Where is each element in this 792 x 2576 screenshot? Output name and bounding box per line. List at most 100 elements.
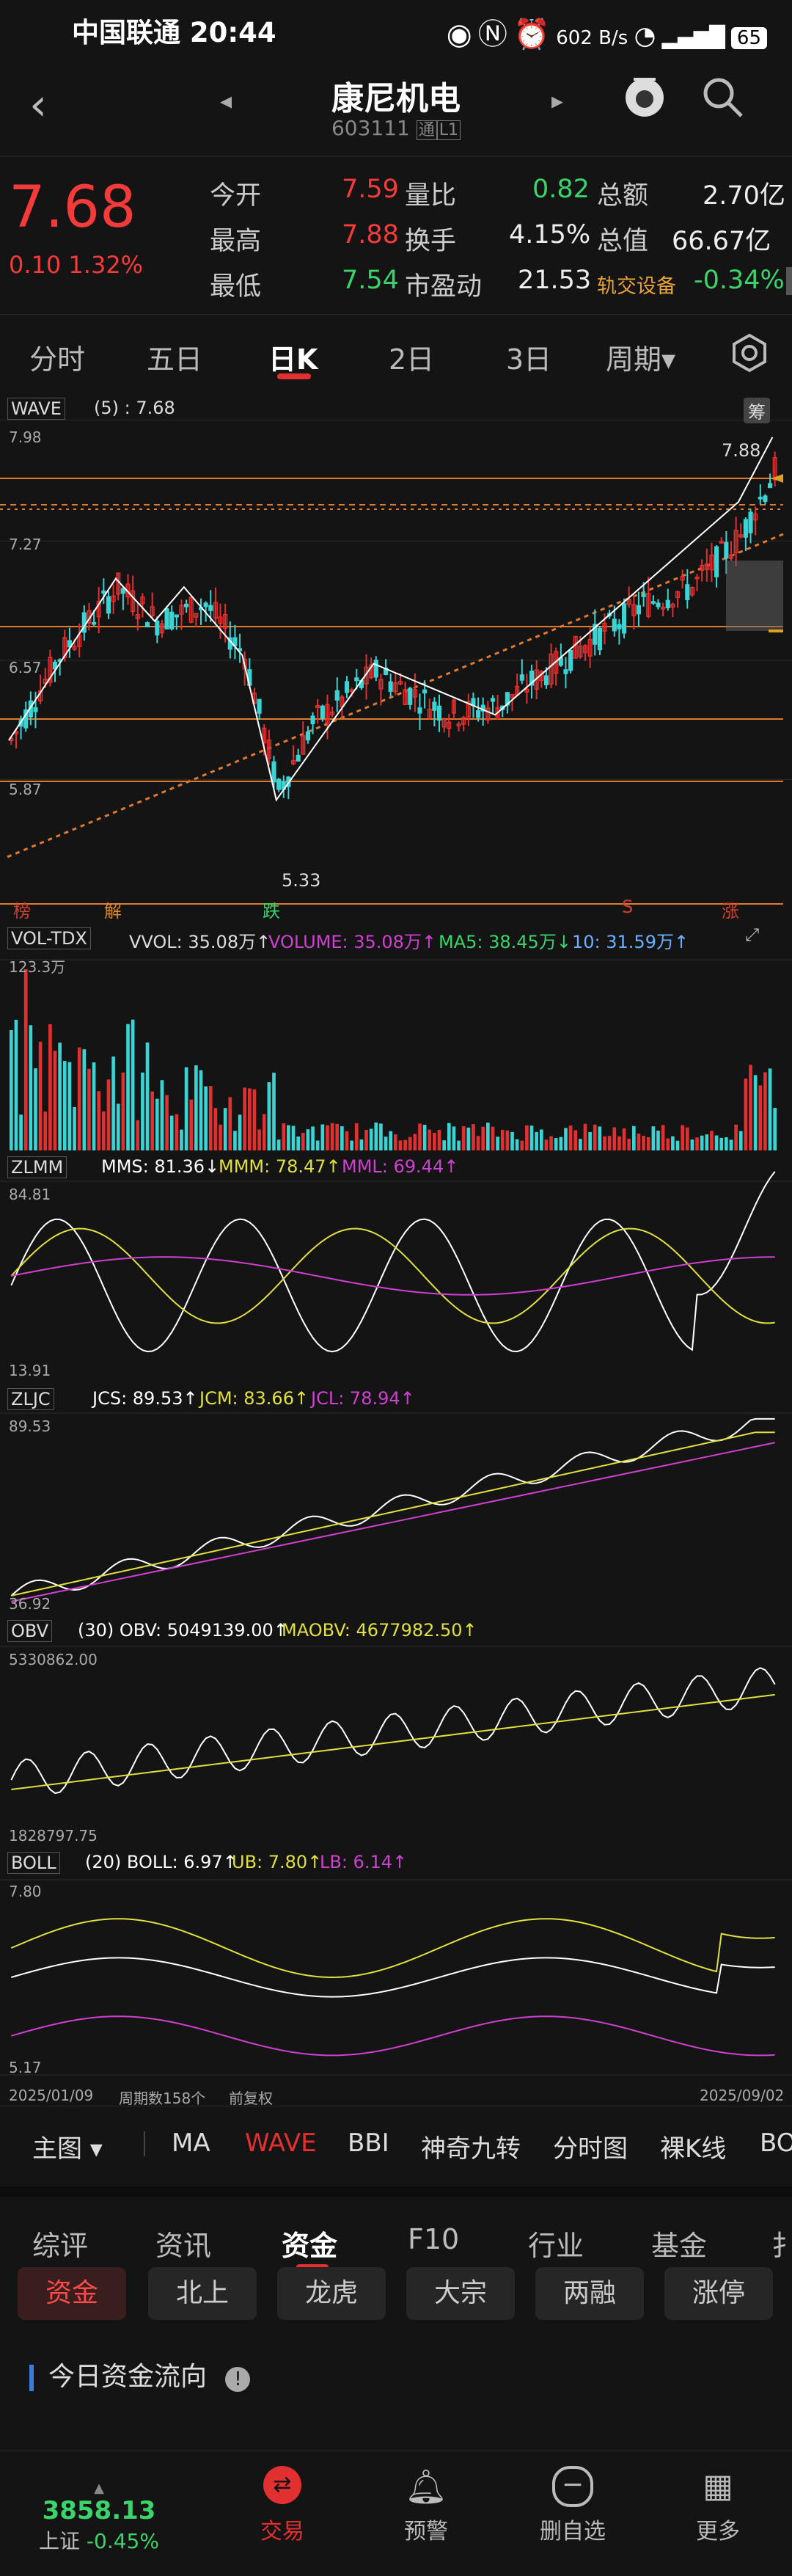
search-icon[interactable] <box>700 75 744 119</box>
volume-bar <box>675 1140 680 1150</box>
tab-more[interactable]: 扌 <box>771 2230 792 2262</box>
volume-bar <box>82 1049 87 1150</box>
candle-body <box>456 723 461 727</box>
ind-ma[interactable]: MA <box>172 2128 210 2158</box>
vol-indicator-label[interactable]: VOL-TDX <box>7 927 91 949</box>
volume-bar <box>544 1139 549 1150</box>
volume-bar <box>111 1056 115 1150</box>
vol-ma5: MA5: 38.45万↓ <box>439 932 571 952</box>
volume-bar <box>43 1111 48 1150</box>
volume-bar <box>116 1103 120 1150</box>
candle-body <box>758 497 763 500</box>
ind-luokx[interactable]: 裸K线 <box>660 2134 727 2164</box>
candle-body <box>354 677 359 682</box>
tab-rik[interactable]: 日K <box>268 343 318 376</box>
candle-body <box>451 699 456 714</box>
candle-body <box>417 707 422 714</box>
volume-bar <box>515 1139 519 1150</box>
pill-longhu[interactable]: 龙虎 <box>277 2267 386 2320</box>
volume-bar <box>744 1079 748 1150</box>
volume-bar <box>77 1047 81 1150</box>
index-widget[interactable]: ▲ 3858.13 上证 -0.45% <box>39 2481 159 2553</box>
ind-bbi[interactable]: BBI <box>348 2128 389 2158</box>
volume-bar <box>141 1072 144 1150</box>
vol-ymax: 123.3万 <box>9 958 66 976</box>
pill-dazong[interactable]: 大宗 <box>406 2267 515 2320</box>
candle-body <box>490 698 496 702</box>
tab-2ri[interactable]: 2日 <box>389 343 435 376</box>
nav-more[interactable]: ▦ 更多 <box>663 2466 773 2545</box>
volume-bar <box>637 1134 641 1150</box>
pill-zhangting[interactable]: 涨停 <box>664 2267 773 2320</box>
nav-alert[interactable]: 🔔︎ 预警 <box>371 2466 481 2545</box>
candle-body <box>320 705 325 719</box>
chips-button[interactable]: 筹 <box>744 398 770 423</box>
zljc-indicator-label[interactable]: ZLJC <box>7 1388 54 1410</box>
eye-icon: ◉ <box>446 18 472 51</box>
main-indicator-value: (5) : 7.68 <box>94 398 175 418</box>
volume-bar <box>700 1135 704 1150</box>
tab-wuri[interactable]: 五日 <box>147 343 203 376</box>
volume-bar <box>564 1128 568 1150</box>
volume-bar <box>505 1130 510 1150</box>
tab-3ri[interactable]: 3日 <box>506 343 552 376</box>
candle-body <box>330 711 335 715</box>
tab-hangye[interactable]: 行业 <box>528 2230 584 2262</box>
volume-bar <box>476 1136 480 1150</box>
volume-bar <box>539 1129 543 1150</box>
date-end: 2025/09/02 <box>700 2087 785 2104</box>
volume-bar <box>9 1030 13 1150</box>
next-stock-icon[interactable]: ▸ <box>551 87 564 114</box>
volume-bar <box>529 1125 534 1150</box>
tab-f10[interactable]: F10 <box>408 2223 460 2255</box>
zlmm-indicator-label[interactable]: ZLMM <box>7 1156 67 1178</box>
vol-ma10: 10: 31.59万↑ <box>572 932 689 952</box>
tab-jijin[interactable]: 基金 <box>651 2230 708 2262</box>
pill-liangrong[interactable]: 两融 <box>535 2267 644 2320</box>
ind-wave[interactable]: WAVE <box>245 2128 317 2158</box>
ind-fenshitu[interactable]: 分时图 <box>553 2134 628 2164</box>
robot-icon[interactable] <box>620 73 669 122</box>
candle-body <box>349 689 354 692</box>
wave-line <box>8 437 774 802</box>
volume-bar <box>418 1123 422 1150</box>
volume-bar <box>189 1099 194 1150</box>
pill-beishang[interactable]: 北上 <box>148 2267 257 2320</box>
volume-bar <box>175 1114 179 1150</box>
tab-zongping[interactable]: 综评 <box>32 2230 89 2262</box>
candle-body <box>661 607 666 610</box>
trade-icon: ⇄ <box>263 2466 301 2504</box>
prev-stock-icon[interactable]: ◂ <box>220 87 232 114</box>
nav-trade[interactable]: ⇄ 交易 <box>227 2466 337 2545</box>
expand-icon[interactable]: ⤢ <box>745 924 760 945</box>
back-icon[interactable]: ‹ <box>29 79 47 131</box>
candle-body <box>262 727 267 744</box>
volume-bar <box>340 1126 344 1150</box>
zljc-jcl: JCL: 78.94↑ <box>311 1388 415 1409</box>
tab-fenshi[interactable]: 分时 <box>29 343 86 376</box>
tab-zixun[interactable]: 资讯 <box>155 2230 212 2262</box>
nav-remove-watch[interactable]: − 删自选 <box>518 2466 628 2545</box>
chart-area[interactable]: WAVE (5) : 7.68 7.98 7.27 6.57 5.87 7.88… <box>0 387 792 2107</box>
candle-body <box>393 682 398 693</box>
info-tabs: 综评 资讯 资金 F10 行业 基金 扌 <box>0 2186 792 2277</box>
volume-bar <box>73 1106 76 1150</box>
obv-indicator-label[interactable]: OBV <box>7 1620 53 1642</box>
tab-period[interactable]: 周期▾ <box>606 343 676 376</box>
volume-bar <box>447 1123 451 1150</box>
zlmm-mml: MML: 69.44↑ <box>342 1156 459 1177</box>
pill-zijin[interactable]: 资金 <box>18 2267 126 2320</box>
settings-icon[interactable] <box>729 332 770 373</box>
volume-bar <box>758 1085 763 1150</box>
candle-body <box>519 674 524 681</box>
volume-bar <box>374 1122 378 1150</box>
ind-shenqi[interactable]: 神奇九转 <box>421 2134 521 2164</box>
ind-bo[interactable]: BO <box>760 2128 792 2158</box>
volume-bar <box>301 1132 305 1150</box>
quote-table: 今开 7.59 量比 0.82 总额 2.70亿 最高 7.88 换手 4.15… <box>210 175 785 302</box>
volume-bar <box>627 1139 631 1150</box>
boll-indicator-label[interactable]: BOLL <box>7 1852 60 1874</box>
main-indicator-label[interactable]: WAVE <box>7 398 65 420</box>
tab-zijin[interactable]: 资金 <box>282 2230 338 2262</box>
main-chart-select[interactable]: 主图 ▾ <box>32 2134 103 2164</box>
